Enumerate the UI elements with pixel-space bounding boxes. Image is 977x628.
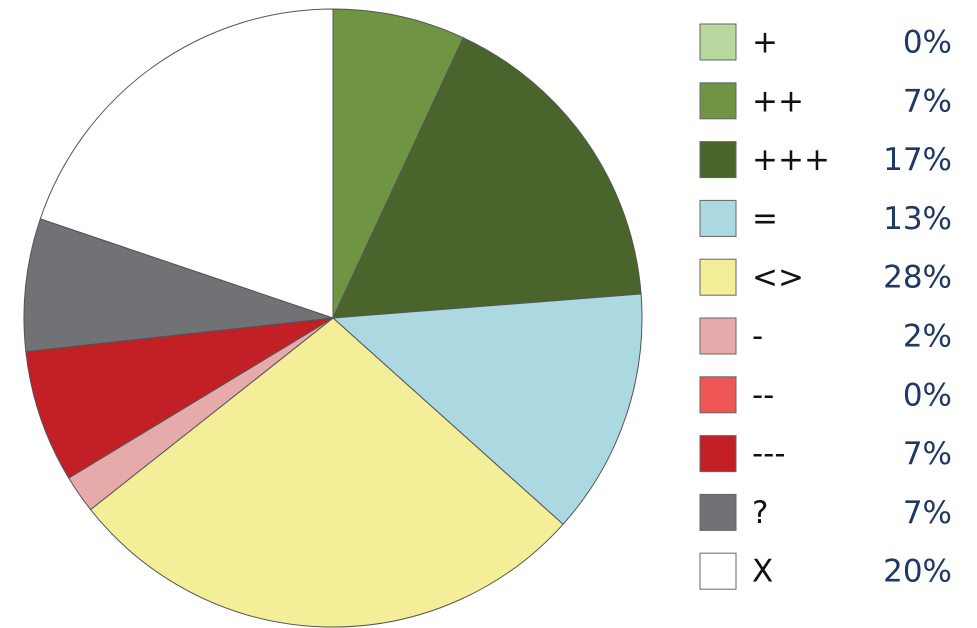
- legend-swatch: [699, 199, 737, 237]
- value-label: 7%: [903, 436, 952, 472]
- value-label: 7%: [903, 495, 952, 531]
- legend-swatch: [699, 23, 737, 61]
- legend-label: +++: [752, 142, 830, 178]
- value-label: 17%: [883, 142, 952, 178]
- pie-slice: [89, 317, 564, 628]
- legend-label: <>: [752, 260, 804, 296]
- legend-swatch: [699, 435, 737, 473]
- legend-swatch: [699, 141, 737, 179]
- value-label: 2%: [903, 319, 952, 355]
- value-label: 13%: [883, 201, 952, 237]
- legend-label: ?: [752, 495, 768, 531]
- value-label: 28%: [883, 260, 952, 296]
- value-label: 0%: [903, 377, 952, 413]
- pie-slice: [332, 8, 465, 319]
- legend-label: X: [752, 554, 773, 590]
- pie-slice: [39, 8, 334, 319]
- legend-swatch: [699, 493, 737, 531]
- pie-slice: [332, 37, 642, 319]
- legend-swatch: [699, 258, 737, 296]
- legend-swatch: [699, 82, 737, 120]
- pie-slice: [23, 218, 334, 353]
- legend-swatch: [699, 552, 737, 590]
- legend-label: +: [752, 25, 778, 61]
- pie-slice: [331, 293, 643, 525]
- legend-label: --: [752, 377, 774, 413]
- value-label: 7%: [903, 83, 952, 119]
- legend-swatch: [699, 376, 737, 414]
- pie-slice: [25, 317, 334, 479]
- legend-label: ++: [752, 83, 804, 119]
- value-label: 0%: [903, 25, 952, 61]
- value-label: 20%: [883, 554, 952, 590]
- legend-swatch: [699, 317, 737, 355]
- legend-label: -: [752, 319, 763, 355]
- legend-label: ---: [752, 436, 786, 472]
- legend-label: =: [752, 201, 778, 237]
